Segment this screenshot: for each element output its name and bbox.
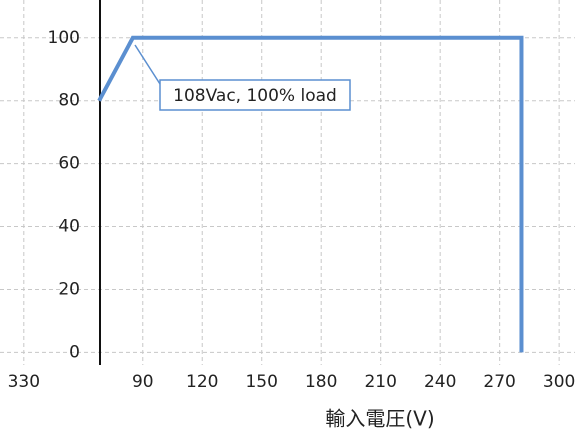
x-tick-label: 120 bbox=[186, 372, 218, 392]
y-tick-label: 0 bbox=[69, 342, 80, 362]
x-tick-label: 300 bbox=[543, 372, 575, 392]
annotation-box bbox=[159, 79, 351, 111]
y-tick-label: 60 bbox=[58, 154, 80, 174]
y-tick-label: 40 bbox=[58, 217, 80, 237]
y-tick-label: 100 bbox=[48, 28, 80, 48]
x-tick-label: 90 bbox=[132, 372, 154, 392]
x-tick-label: 270 bbox=[483, 372, 515, 392]
y-tick-label: 20 bbox=[58, 279, 80, 299]
annotation: 108Vac, 100% load bbox=[173, 86, 337, 106]
x-tick-label: 240 bbox=[424, 372, 456, 392]
x-tick-label: 150 bbox=[245, 372, 277, 392]
annotation-arrow bbox=[134, 44, 161, 85]
x-tick-label: 180 bbox=[305, 372, 337, 392]
x-tick-label: 330 bbox=[8, 372, 40, 392]
x-axis-label: 輸入電圧(V) bbox=[325, 407, 434, 431]
y-tick-label: 80 bbox=[58, 91, 80, 111]
x-tick-label: 210 bbox=[364, 372, 396, 392]
line bbox=[97, 35, 524, 353]
